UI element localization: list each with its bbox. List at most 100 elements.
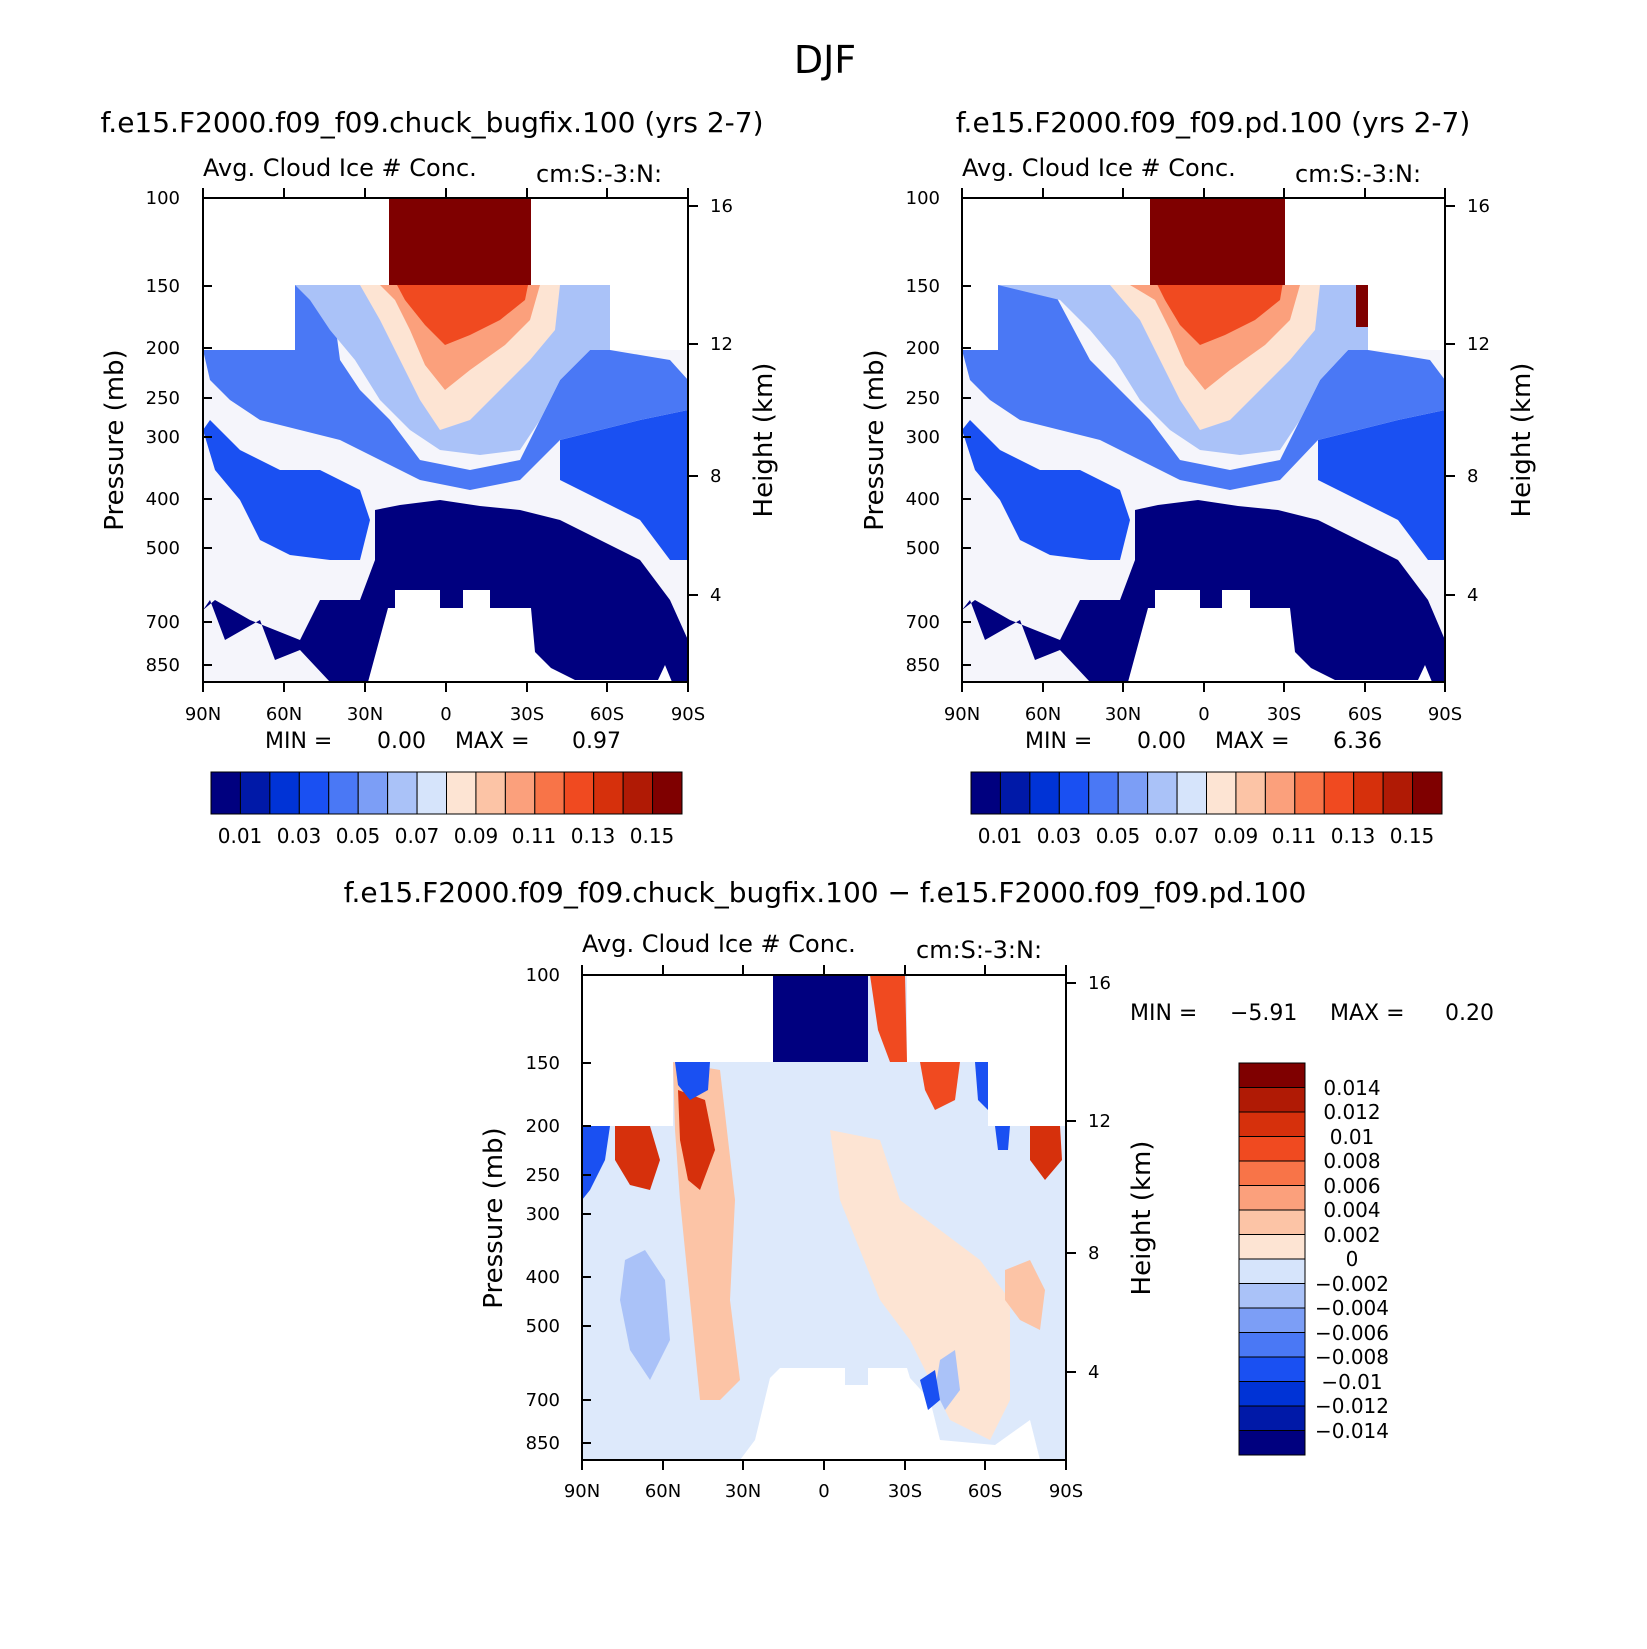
p-tick-150: 150: [906, 276, 940, 297]
colorbar-swatch: [328, 771, 359, 815]
cb-label: 0.15: [630, 824, 675, 848]
cb-label: 0.008: [1323, 1149, 1380, 1173]
panel-1-p-labels: 100 150 200 250 300 400 500 700 850: [146, 188, 180, 676]
h-tick-8: 8: [1088, 1243, 1099, 1264]
cb-label: −0.008: [1315, 1345, 1389, 1369]
lat-tick-60n: 60N: [1025, 704, 1061, 725]
panel-2-lat-ticks: [961, 188, 1446, 692]
p-tick-200: 200: [906, 338, 940, 359]
cb-label: 0.006: [1323, 1174, 1380, 1198]
lat-tick-30n: 30N: [1105, 704, 1141, 725]
panel-3-variable-title: Avg. Cloud Ice # Conc.: [582, 930, 856, 958]
panel-1-light-blue: [203, 285, 688, 490]
colorbar-swatch: [357, 771, 389, 815]
colorbar-swatch: [1238, 1087, 1306, 1113]
panel-3-colorbar: [1238, 1062, 1306, 1456]
colorbar-swatch: [1238, 1062, 1306, 1088]
cb-label: 0.01: [218, 824, 263, 848]
lat-tick-30s: 30S: [510, 704, 544, 725]
colorbar-swatch: [1238, 1234, 1306, 1260]
panel-1-ylabel-right: Height (km): [749, 363, 779, 518]
panel-3-cool-patch-right: [935, 1350, 960, 1410]
colorbar-swatch: [1382, 771, 1414, 815]
cb-label: 0.014: [1323, 1076, 1380, 1100]
colorbar-swatch: [1206, 771, 1237, 815]
panel-2-max-value: 6.36: [1333, 729, 1382, 754]
cb-label: 0.11: [1272, 824, 1317, 848]
h-tick-12: 12: [1088, 1111, 1111, 1132]
colorbar-swatch: [563, 771, 595, 815]
h-tick-12: 12: [1467, 334, 1490, 355]
panel-1-h-ticks: [688, 205, 698, 596]
colorbar-swatch: [269, 771, 300, 815]
panel-3-units: cm:S:-3:N:: [916, 936, 1042, 964]
p-tick-300: 300: [526, 1204, 560, 1225]
colorbar-swatch: [1238, 1430, 1306, 1456]
lat-tick-30s: 30S: [1267, 704, 1301, 725]
panel-case-2: f.e15.F2000.f09_f09.pd.100 (yrs 2-7) Avg…: [860, 106, 1537, 848]
lat-tick-60s: 60S: [968, 1481, 1002, 1502]
cb-label: 0.05: [336, 824, 381, 848]
panel-3-lat-ticks: [581, 965, 1067, 1470]
cb-label: −0.004: [1315, 1296, 1389, 1320]
panel-1-case-title: f.e15.F2000.f09_f09.chuck_bugfix.100 (yr…: [100, 106, 763, 139]
cb-label: 0.11: [512, 824, 557, 848]
cb-label: −0.006: [1315, 1321, 1389, 1345]
colorbar-swatch: [416, 771, 447, 815]
cb-label: 0.012: [1323, 1100, 1380, 1124]
panel-1-min-label: MIN =: [265, 729, 332, 754]
panel-2-colorbar-labels: 0.01 0.03 0.05 0.07 0.09 0.11 0.13 0.15: [978, 824, 1435, 848]
lat-tick-60n: 60N: [266, 704, 302, 725]
colorbar-swatch: [1235, 771, 1266, 815]
cb-label: 0.03: [1037, 824, 1082, 848]
lat-tick-0: 0: [440, 704, 451, 725]
panel-2-units: cm:S:-3:N:: [1295, 160, 1421, 188]
panel-3-blue-low: [920, 1370, 940, 1410]
p-tick-850: 850: [526, 1433, 560, 1454]
panel-1-p-ticks: [203, 197, 212, 666]
panel-3-blue-left-a: [582, 1126, 610, 1200]
panel-3-red-center: [870, 975, 907, 1062]
colorbar-swatch: [1238, 1111, 1306, 1137]
panel-2-p-labels: 100 150 200 250 300 400 500 700 850: [906, 188, 940, 676]
panel-case-1: f.e15.F2000.f09_f09.chuck_bugfix.100 (yr…: [100, 106, 779, 848]
h-tick-8: 8: [710, 466, 721, 487]
colorbar-swatch: [1238, 1307, 1306, 1333]
cb-label: 0.09: [454, 824, 499, 848]
cb-label: 0.13: [1331, 824, 1376, 848]
h-tick-16: 16: [1088, 973, 1111, 994]
cb-label: 0.004: [1323, 1198, 1380, 1222]
colorbar-swatch: [593, 771, 624, 815]
panel-1-colorbar-labels: 0.01 0.03 0.05 0.07 0.09 0.11 0.13 0.15: [218, 824, 675, 848]
panel-1-max-value: 0.97: [572, 729, 621, 754]
cb-label: −0.002: [1315, 1272, 1389, 1296]
colorbar-swatch: [1323, 771, 1355, 815]
lat-tick-90n: 90N: [944, 704, 980, 725]
p-tick-150: 150: [146, 276, 180, 297]
cb-label: −0.01: [1321, 1370, 1382, 1394]
panel-1-lat-ticks: [202, 188, 689, 692]
colorbar-swatch: [1238, 1185, 1306, 1211]
panel-3-min-value: −5.91: [1230, 1001, 1297, 1026]
colorbar-swatch: [504, 771, 536, 815]
colorbar-swatch: [1117, 771, 1149, 815]
h-tick-16: 16: [710, 196, 733, 217]
panel-1-units: cm:S:-3:N:: [536, 160, 662, 188]
p-tick-400: 400: [526, 1267, 560, 1288]
panel-1-top-max: [389, 198, 531, 285]
lat-tick-90n: 90N: [564, 1481, 600, 1502]
panel-2-case-title: f.e15.F2000.f09_f09.pd.100 (yrs 2-7): [956, 106, 1471, 139]
cb-label: 0.13: [571, 824, 616, 848]
colorbar-swatch: [446, 771, 477, 815]
colorbar-swatch: [298, 771, 330, 815]
colorbar-swatch: [622, 771, 654, 815]
panel-3-blue-left-b: [675, 1062, 710, 1100]
h-tick-4: 4: [1088, 1362, 1099, 1383]
p-tick-100: 100: [906, 188, 940, 209]
panel-1-lat-labels: 90N 60N 30N 0 30S 60S 90S: [185, 704, 705, 725]
panel-1-min-value: 0.00: [377, 729, 426, 754]
cb-label: 0.03: [277, 824, 322, 848]
panel-3-colorbar-labels: 0.014 0.012 0.01 0.008 0.006 0.004 0.002…: [1315, 1076, 1389, 1443]
panel-3-p-ticks: [582, 974, 591, 1444]
